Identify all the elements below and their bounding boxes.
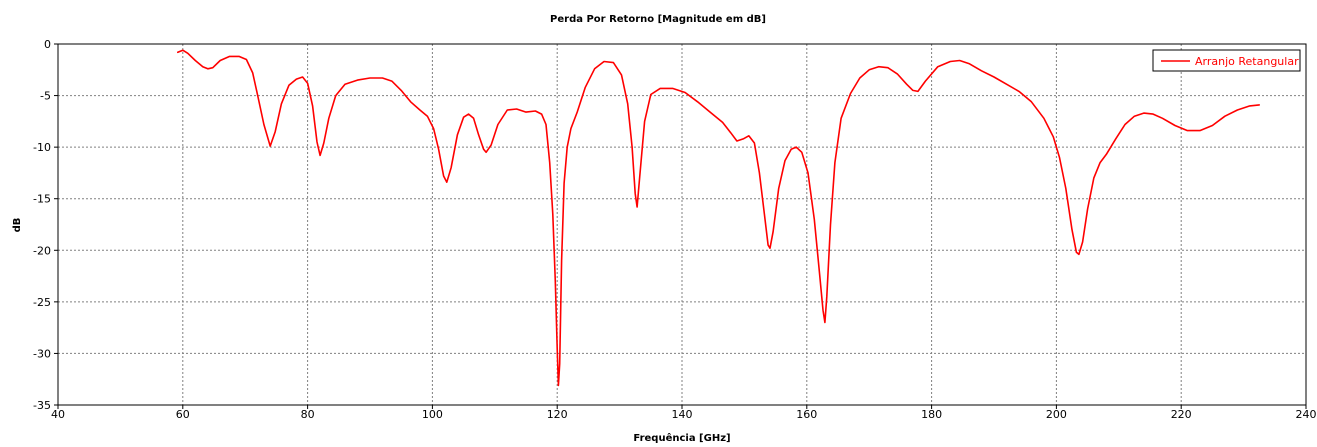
y-tick-label: -5 (40, 90, 51, 103)
legend-box (1152, 49, 1301, 72)
grid (58, 44, 1306, 405)
y-axis-ticks: 0 -5 -10 -15 -20 -25 -30 -35 (33, 38, 58, 412)
x-tick-label: 40 (51, 408, 65, 421)
y-axis-label: dB (12, 218, 23, 233)
x-tick-label: 140 (672, 408, 693, 421)
legend: Arranjo Retangular (1152, 49, 1301, 72)
legend-label: Arranjo Retangular (1195, 55, 1299, 68)
x-tick-label: 220 (1171, 408, 1192, 421)
y-tick-label: -15 (33, 193, 51, 206)
y-tick-label: -30 (33, 347, 51, 360)
series-layer (177, 49, 1260, 387)
x-tick-label: 240 (1296, 408, 1317, 421)
y-tick-label: -25 (33, 296, 51, 309)
x-tick-label: 180 (921, 408, 942, 421)
x-tick-label: 160 (796, 408, 817, 421)
y-tick-label: 0 (44, 38, 51, 51)
x-axis-label: Frequência [GHz] (633, 432, 730, 443)
y-tick-label: -20 (33, 244, 51, 257)
chart-title: Perda Por Retorno [Magnitude em dB] (550, 14, 766, 25)
x-tick-label: 200 (1046, 408, 1067, 421)
y-tick-label: -10 (33, 141, 51, 154)
x-tick-label: 60 (176, 408, 190, 421)
x-axis-ticks: 40 60 80 100 120 140 160 180 200 220 240 (51, 405, 1317, 421)
x-tick-label: 120 (547, 408, 568, 421)
series-line-arranjo-retangular (177, 49, 1260, 387)
y-tick-label: -35 (33, 399, 51, 412)
x-tick-label: 100 (422, 408, 443, 421)
x-tick-label: 80 (301, 408, 315, 421)
